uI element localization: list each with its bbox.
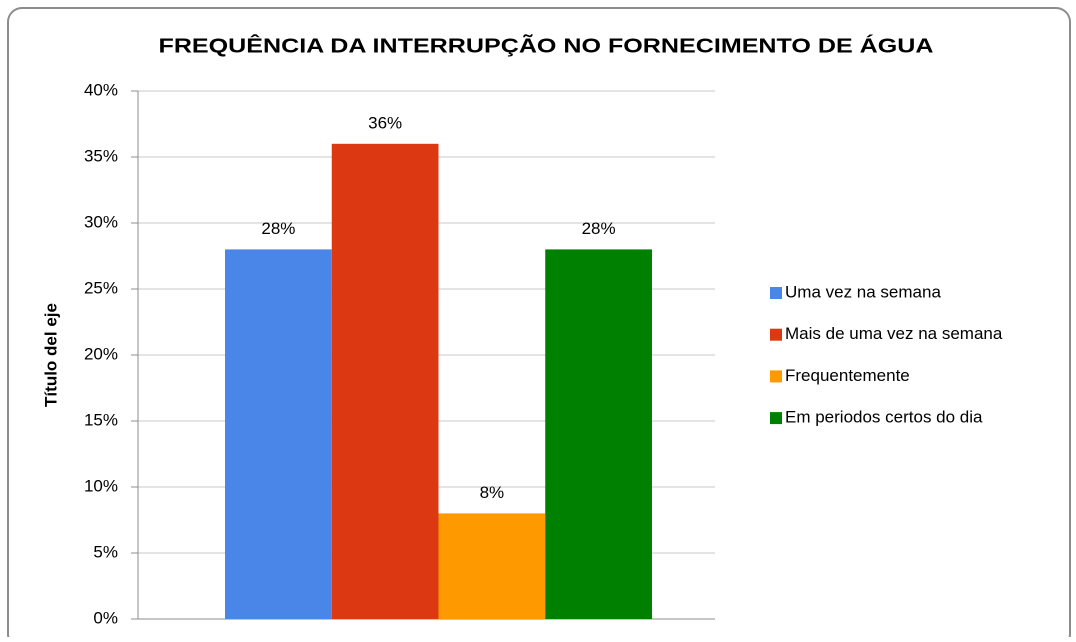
y-tick-label: 15% — [84, 410, 118, 429]
legend-label: Mais de uma vez na semana — [785, 324, 1003, 343]
chart-title: FREQUÊNCIA DA INTERRUPÇÃO NO FORNECIMENT… — [159, 33, 934, 57]
legend-label: Uma vez na semana — [785, 282, 941, 301]
y-tick-label: 35% — [84, 146, 118, 165]
value-label: 8% — [480, 483, 505, 502]
legend-swatch — [770, 328, 782, 341]
bar — [438, 513, 546, 619]
y-tick-label: 0% — [93, 608, 118, 627]
value-label: 28% — [261, 219, 295, 238]
legend-swatch — [770, 370, 782, 383]
legend-label: Frequentemente — [785, 366, 910, 385]
bar — [545, 249, 652, 619]
y-tick-label: 30% — [84, 212, 118, 231]
value-label: 36% — [368, 113, 402, 132]
y-tick-label: 40% — [84, 80, 118, 99]
bar — [225, 249, 332, 619]
y-tick-label: 25% — [84, 278, 118, 297]
bar — [331, 143, 439, 620]
y-axis-title: Título del eje — [41, 303, 60, 407]
y-tick-label: 10% — [84, 476, 118, 495]
y-tick-label: 5% — [93, 542, 118, 561]
legend-swatch — [770, 412, 782, 425]
value-label: 28% — [582, 219, 616, 238]
legend-label: Em periodos certos do dia — [785, 408, 983, 427]
legend-swatch — [770, 287, 782, 299]
y-tick-label: 20% — [84, 344, 118, 363]
